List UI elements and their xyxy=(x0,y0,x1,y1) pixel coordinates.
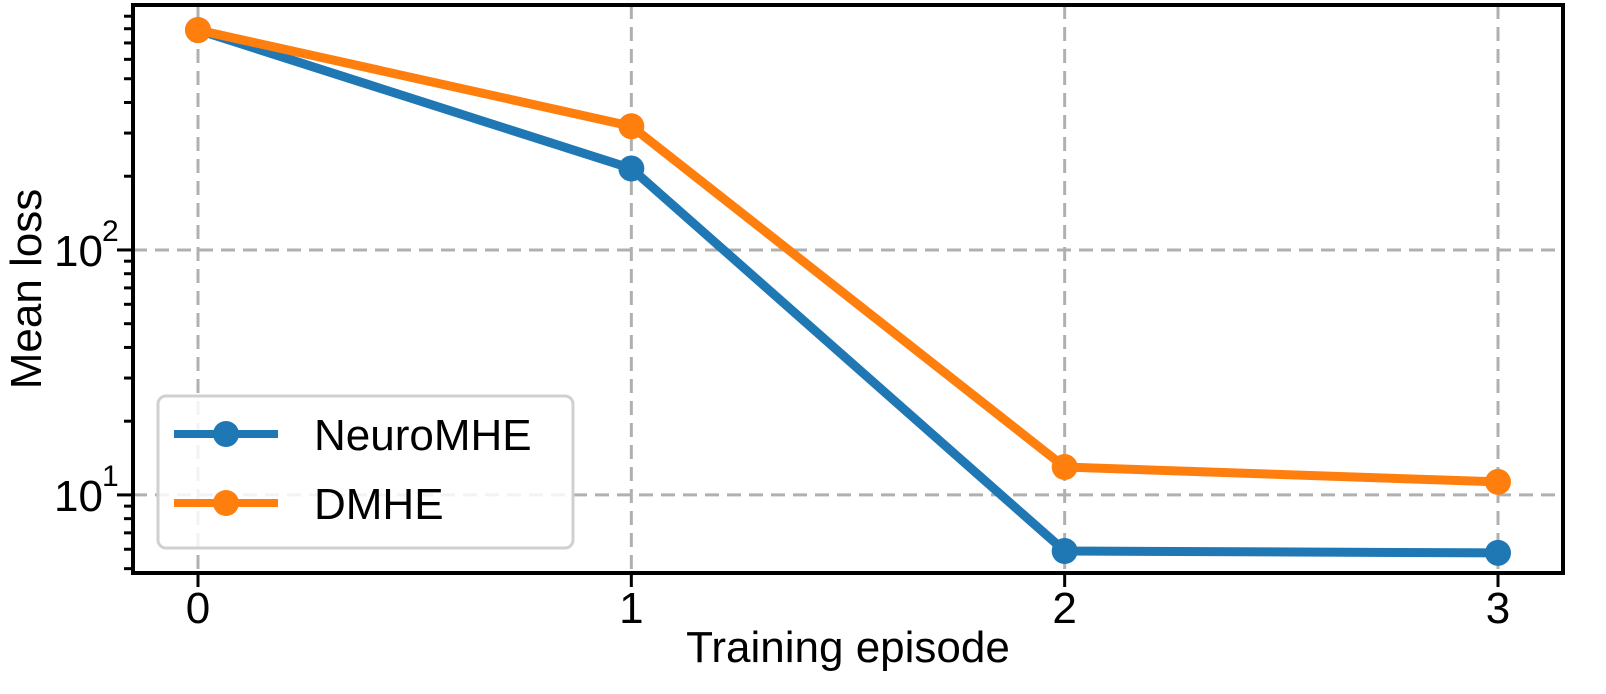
legend-label: NeuroMHE xyxy=(314,411,532,460)
y-tick-label-100: 10 2 xyxy=(54,215,119,276)
legend-item-neuromhe: NeuroMHE xyxy=(174,411,532,460)
y-tick-exponent: 2 xyxy=(102,215,119,248)
data-point xyxy=(1051,454,1078,481)
data-point xyxy=(1051,538,1078,565)
x-tick-label-0: 0 xyxy=(186,584,210,633)
series-layer xyxy=(185,17,1511,566)
series-line xyxy=(196,25,1499,558)
legend-swatch-marker xyxy=(213,421,239,447)
x-axis-label: Training episode xyxy=(686,623,1010,672)
plot-area-frame xyxy=(131,3,1565,575)
y-tick-label-10: 10 1 xyxy=(54,460,119,521)
legend: NeuroMHE DMHE xyxy=(156,394,575,550)
y-tick-exponent: 1 xyxy=(102,460,119,493)
data-point xyxy=(1485,468,1511,495)
y-tick-base: 10 xyxy=(54,227,103,276)
x-tick-label-2: 2 xyxy=(1052,584,1076,633)
legend-item-dmhe: DMHE xyxy=(174,480,444,529)
legend-label: DMHE xyxy=(314,480,444,529)
data-point xyxy=(1485,539,1511,566)
series-line xyxy=(197,25,1499,487)
data-point xyxy=(185,17,211,44)
y-axis-label: Mean loss xyxy=(2,189,51,390)
series-dmhe xyxy=(185,17,1511,495)
x-tick-label-1: 1 xyxy=(619,584,643,633)
data-point xyxy=(618,113,645,140)
axis-ticks xyxy=(117,248,1500,587)
legend-swatch-marker xyxy=(213,490,239,516)
y-tick-base: 10 xyxy=(54,472,103,521)
x-tick-labels: 0 1 2 3 xyxy=(186,584,1510,633)
x-tick-label-3: 3 xyxy=(1486,584,1510,633)
y-tick-labels: 10 1 10 2 xyxy=(54,215,119,521)
data-point xyxy=(618,155,645,182)
